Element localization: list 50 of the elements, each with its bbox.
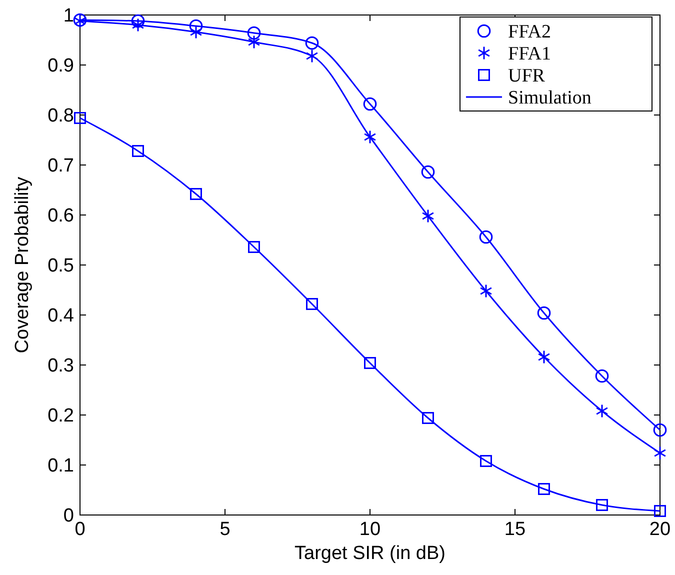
point [248, 34, 260, 50]
x-axis-title: Target SIR (in dB) [294, 543, 446, 564]
point [131, 14, 145, 28]
point [190, 188, 202, 200]
y-tick-label: 1 [63, 6, 74, 27]
y-tick-label: 0.1 [48, 456, 74, 477]
point [364, 357, 376, 369]
point [479, 230, 493, 244]
point [132, 145, 144, 157]
x-tick-label: 20 [649, 519, 671, 540]
point [654, 505, 666, 517]
point [596, 499, 608, 511]
point [421, 165, 435, 179]
point [596, 404, 608, 418]
point [422, 412, 434, 424]
y-tick-label: 0 [63, 506, 74, 527]
legend-label: UFR [508, 66, 546, 87]
y-axis-title: Coverage Probability [12, 176, 33, 354]
point [248, 241, 260, 253]
y-tick-label: 0.9 [48, 56, 74, 77]
point [306, 298, 318, 310]
y-tick-label: 0.8 [48, 106, 74, 127]
y-tick-label: 0.7 [48, 156, 74, 177]
legend-label: Simulation [508, 88, 592, 109]
point [480, 455, 492, 467]
point [247, 26, 261, 40]
legend-label: FFA2 [508, 22, 551, 43]
y-tick-label: 0.6 [48, 206, 74, 227]
y-tick-label: 0.5 [48, 256, 74, 277]
point [595, 369, 609, 383]
point [537, 306, 551, 320]
point [480, 284, 492, 298]
x-tick-label: 15 [504, 519, 526, 540]
point [654, 446, 666, 460]
point [363, 97, 377, 111]
y-tick-label: 0.2 [48, 406, 74, 427]
legend-label: FFA1 [508, 44, 551, 65]
point [306, 48, 318, 64]
point [653, 423, 667, 437]
point [364, 130, 376, 144]
y-tick-label: 0.3 [48, 356, 74, 377]
x-tick-label: 5 [220, 519, 230, 540]
x-tick-label: 10 [359, 519, 381, 540]
point [74, 112, 86, 124]
point [538, 350, 550, 364]
point [132, 18, 144, 32]
point [305, 36, 319, 50]
point [422, 208, 434, 224]
y-tick-label: 0.4 [48, 306, 74, 327]
point [538, 483, 550, 495]
